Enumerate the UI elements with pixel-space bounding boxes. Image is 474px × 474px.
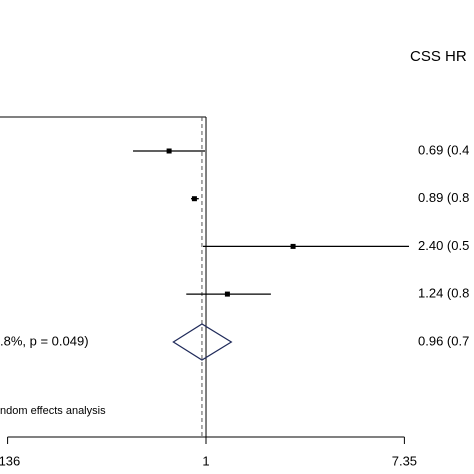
note: ndom effects analysis	[0, 405, 106, 417]
point-estimate	[166, 148, 172, 154]
estimate-label: 2.40 (0.5	[418, 238, 469, 253]
estimate-label: 0.89 (0.8	[418, 190, 469, 205]
point-estimate	[224, 291, 230, 297]
column-header: CSS HR	[410, 48, 467, 65]
point-estimate	[290, 243, 296, 249]
x-tick-label: .136	[0, 453, 20, 468]
estimate-label: 0.69 (0.4	[418, 142, 469, 157]
point-estimate	[191, 196, 197, 202]
x-tick-label: 7.35	[392, 453, 417, 468]
x-tick-label: 1	[202, 453, 209, 468]
overall-diamond	[172, 323, 233, 361]
estimate-label: 1.24 (0.8	[418, 286, 469, 301]
estimate-label: 0.96 (0.7	[418, 333, 469, 348]
heterogeneity-text: .8%, p = 0.049)	[0, 333, 89, 348]
